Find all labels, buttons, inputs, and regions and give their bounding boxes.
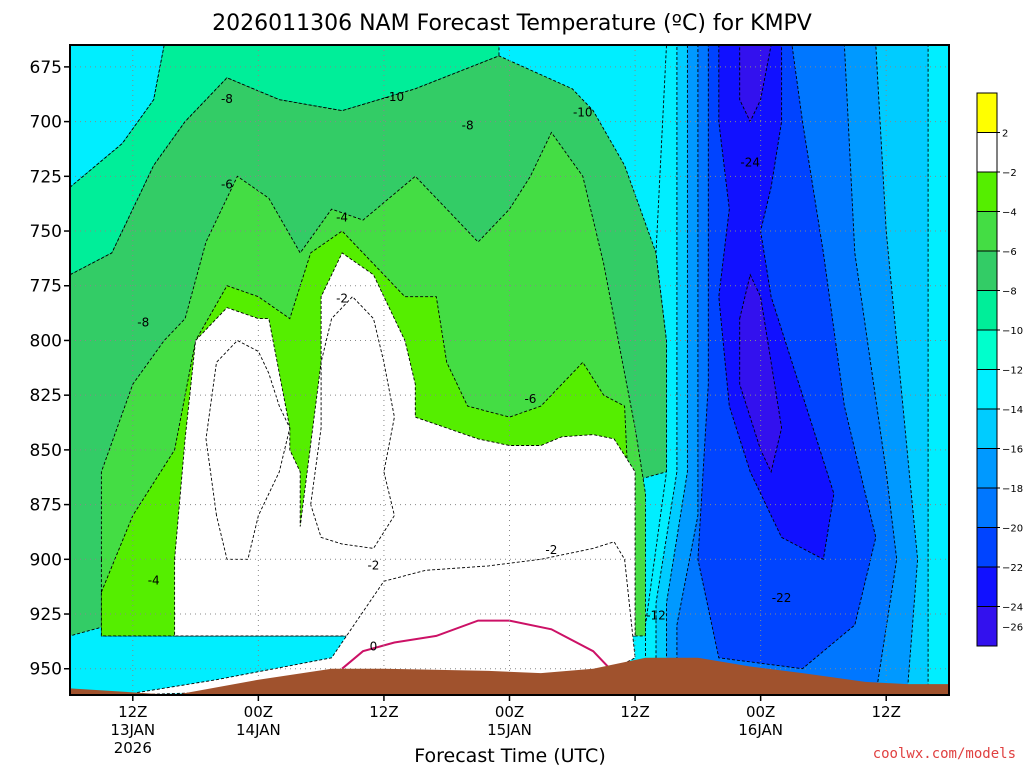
field-cold-right-26 xyxy=(739,45,772,123)
y-tick-label-925: 925 xyxy=(30,605,62,625)
contour-label-3: -8 xyxy=(462,118,474,132)
x-tick-label-66: 00Z 16JAN xyxy=(738,703,783,739)
y-tick-label-775: 775 xyxy=(30,277,62,297)
x-tick-label-78: 12Z xyxy=(872,703,901,721)
contour-label-4: -6 xyxy=(221,178,233,192)
x-tick-line-54-0: 12Z xyxy=(620,703,649,721)
colorbar-label-9: −18 xyxy=(1002,484,1023,495)
x-tick-label-6: 12Z 13JAN 2026 xyxy=(110,703,155,757)
contour-label-13: -12 xyxy=(646,609,666,623)
y-tick-label-900: 900 xyxy=(30,550,62,570)
y-tick-label-675: 675 xyxy=(30,58,62,78)
colorbar-cell-6 xyxy=(977,330,997,370)
contour-label-8: -6 xyxy=(524,392,536,406)
colorbar-label-1: −2 xyxy=(1002,168,1017,179)
colorbar-label-8: −16 xyxy=(1002,445,1023,456)
colorbar-label-10: −20 xyxy=(1002,524,1023,535)
contour-labels: -8 -10 -10 -8 -6 -4 -8 -2 -6 -2 -2 -4 0 -12 -24 -22 xyxy=(137,90,791,653)
field-cold-right-24 xyxy=(718,45,835,560)
colorbar-label-11: −22 xyxy=(1002,563,1023,574)
x-tick-line-6-2: 2026 xyxy=(114,739,152,757)
zero-contour xyxy=(341,619,636,675)
colorbar-cell-11 xyxy=(977,527,997,567)
contour-label-12: 0 xyxy=(370,639,378,653)
field-cold-right-26b xyxy=(739,273,783,474)
colorbar-cell-13 xyxy=(977,606,997,646)
colorbar-cell-10 xyxy=(977,488,997,528)
x-axis-label: Forecast Time (UTC) xyxy=(414,745,605,767)
colorbar-cell-5 xyxy=(977,290,997,330)
colorbar-label-6: −12 xyxy=(1002,366,1023,377)
colorbar-label-7: −14 xyxy=(1002,405,1023,416)
colorbar-label-0: 2 xyxy=(1002,129,1008,140)
x-tick-label-30: 12Z xyxy=(369,703,398,721)
field-white-blob-b xyxy=(310,296,395,549)
field-band-2 xyxy=(174,252,636,637)
colorbar-label-4: −8 xyxy=(1002,287,1017,298)
y-tick-label-825: 825 xyxy=(30,386,62,406)
plot-area: -8 -10 -10 -8 -6 -4 -8 -2 -6 -2 -2 -4 0 -12 -24 -22 xyxy=(70,45,949,695)
x-tick-line-30-0: 12Z xyxy=(369,703,398,721)
x-tick-line-42-0: 00Z xyxy=(495,703,524,721)
colorbar-label-2: −4 xyxy=(1002,208,1017,219)
y-tick-label-850: 850 xyxy=(30,441,62,461)
temperature-fields xyxy=(70,45,949,695)
contour-label-10: -2 xyxy=(367,558,379,572)
colorbar-label-3: −6 xyxy=(1002,247,1017,258)
x-tick-label-54: 12Z xyxy=(620,703,649,721)
colorbar-cell-0 xyxy=(977,93,997,133)
contour-label-11: -4 xyxy=(148,574,160,588)
contour-label-5: -4 xyxy=(336,210,348,224)
x-tick-line-6-1: 13JAN xyxy=(110,721,155,739)
y-tick-label-750: 750 xyxy=(30,222,62,242)
colorbar-label-13: −26 xyxy=(1002,622,1023,633)
contour-label-9: -2 xyxy=(545,543,557,557)
colorbar-cell-8 xyxy=(977,409,997,449)
terrain-surface xyxy=(70,657,949,695)
y-tick-label-950: 950 xyxy=(30,660,62,680)
credit-text: coolwx.com/models xyxy=(873,746,1016,762)
grid-lines xyxy=(70,45,949,695)
x-tick-line-6-0: 12Z xyxy=(118,703,147,721)
y-tick-label-725: 725 xyxy=(30,167,62,187)
x-tick-line-66-1: 16JAN xyxy=(738,721,783,739)
colorbar-cell-9 xyxy=(977,448,997,488)
contour-label-7: -2 xyxy=(336,291,348,305)
zero-degree-contour xyxy=(341,619,636,675)
colorbar-label-12: −24 xyxy=(1002,603,1023,614)
colorbar-cell-1 xyxy=(977,132,997,172)
field-white-blob-a xyxy=(205,339,291,560)
colorbar-label-5: −10 xyxy=(1002,326,1023,337)
y-tick-label-700: 700 xyxy=(30,113,62,133)
contour-label-1: -10 xyxy=(385,90,405,104)
colorbar-cell-2 xyxy=(977,172,997,212)
x-tick-line-18-0: 00Z xyxy=(244,703,273,721)
contour-label-0: -8 xyxy=(221,92,233,106)
x-tick-line-18-1: 14JAN xyxy=(236,721,281,739)
x-tick-label-42: 00Z 15JAN xyxy=(487,703,532,739)
field-band-10 xyxy=(70,45,500,276)
colorbar-cell-7 xyxy=(977,369,997,409)
chart-title: 2026011306 NAM Forecast Temperature (ºC)… xyxy=(212,11,812,36)
x-tick-line-66-0: 00Z xyxy=(746,703,775,721)
x-tick-label-18: 00Z 14JAN xyxy=(236,703,281,739)
contour-label-14: -24 xyxy=(740,156,760,170)
colorbar-cell-3 xyxy=(977,211,997,251)
colorbar: 2 −2 −4 −6 −8 −10 −12 −14 −16 −18 −20 −22 −24 −26 xyxy=(976,92,1023,647)
terrain-fill xyxy=(70,657,949,695)
y-tick-label-875: 875 xyxy=(30,496,62,516)
x-tick-line-42-1: 15JAN xyxy=(487,721,532,739)
colorbar-cell-4 xyxy=(977,251,997,291)
contour-label-6: -8 xyxy=(137,315,149,329)
contour-label-2: -10 xyxy=(573,105,593,119)
contour-label-15: -22 xyxy=(772,591,792,605)
colorbar-cell-12 xyxy=(977,567,997,607)
x-tick-line-78-0: 12Z xyxy=(872,703,901,721)
y-tick-label-800: 800 xyxy=(30,331,62,351)
y-axis: 675 700 725 750 775 800 825 850 875 900 925 950 xyxy=(30,58,70,680)
